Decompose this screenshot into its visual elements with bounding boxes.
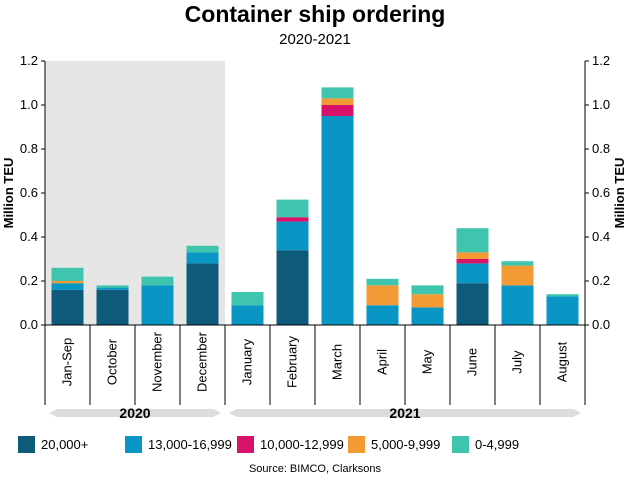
bar-june-series-3 <box>456 252 489 259</box>
legend-label-0: 20,000+ <box>41 437 88 452</box>
bar-august-series-1 <box>546 296 579 325</box>
y-tick-label-right-0: 0.0 <box>592 317 610 332</box>
chart-subtitle: 2020-2021 <box>279 31 351 48</box>
bar-jan-sep-series-4 <box>51 267 84 281</box>
bar-may-series-4 <box>411 285 444 295</box>
bar-july-series-4 <box>501 261 534 266</box>
year-label-2020: 2020 <box>119 405 150 421</box>
category-label-march: March <box>330 344 345 380</box>
bar-october-series-4 <box>96 285 129 288</box>
y-tick-label-left-0: 0.0 <box>20 317 38 332</box>
bar-december-series-4 <box>186 245 219 253</box>
bar-august-series-4 <box>546 294 579 297</box>
bar-february-series-1 <box>276 221 309 251</box>
y-tick-label-left-1: 0.2 <box>20 273 38 288</box>
legend-label-3: 5,000-9,999 <box>371 437 440 452</box>
bar-january-series-4 <box>231 292 264 306</box>
category-label-august: August <box>555 341 570 382</box>
bar-may-series-1 <box>411 307 444 325</box>
bar-october-series-0 <box>96 289 129 325</box>
bar-april-series-4 <box>366 278 399 286</box>
bar-jan-sep-series-3 <box>51 281 84 284</box>
bar-may-series-3 <box>411 294 444 308</box>
bar-march-series-4 <box>321 87 354 99</box>
bar-march-series-1 <box>321 116 354 325</box>
y-tick-label-right-1: 0.2 <box>592 273 610 288</box>
bars-layer <box>51 87 579 325</box>
bar-october-series-1 <box>96 287 129 290</box>
y-tick-label-right-4: 0.8 <box>592 141 610 156</box>
bar-june-series-2 <box>456 259 489 264</box>
bar-january-series-1 <box>231 305 264 325</box>
bar-april-series-1 <box>366 305 399 325</box>
bar-jan-sep-series-0 <box>51 289 84 325</box>
bar-june-series-4 <box>456 228 489 253</box>
bar-february-series-2 <box>276 217 309 222</box>
y-tick-label-left-2: 0.4 <box>20 229 38 244</box>
bar-february-series-0 <box>276 250 309 325</box>
category-label-february: February <box>285 335 300 388</box>
legend-label-1: 13,000-16,999 <box>148 437 232 452</box>
category-label-jan-sep: Jan-Sep <box>60 338 75 386</box>
category-label-november: November <box>150 331 165 392</box>
legend: 20,000+ 13,000-16,999 10,000-12,999 5,000-9… <box>18 436 519 453</box>
category-label-january: January <box>240 338 255 385</box>
chart-title: Container ship ordering <box>185 1 446 27</box>
bar-june-series-0 <box>456 283 489 325</box>
y-axis-label-left: Million TEU <box>1 158 16 229</box>
y-tick-label-left-3: 0.6 <box>20 185 38 200</box>
y-tick-label-left-5: 1.0 <box>20 97 38 112</box>
y-tick-label-right-3: 0.6 <box>592 185 610 200</box>
bar-july-series-1 <box>501 285 534 325</box>
category-label-may: May <box>420 349 435 374</box>
bar-june-series-1 <box>456 263 489 284</box>
bar-march-series-2 <box>321 105 354 116</box>
chart-source: Source: BIMCO, Clarksons <box>249 463 382 475</box>
year-label-2021: 2021 <box>389 405 420 421</box>
legend-label-2: 10,000-12,999 <box>260 437 344 452</box>
category-label-june: June <box>465 348 480 376</box>
bar-march-series-3 <box>321 98 354 105</box>
y-tick-label-right-5: 1.0 <box>592 97 610 112</box>
legend-swatch-0 <box>18 436 35 453</box>
legend-swatch-3 <box>348 436 365 453</box>
bar-november-series-4 <box>141 276 174 286</box>
bar-november-series-1 <box>141 285 174 325</box>
bar-december-series-1 <box>186 252 219 264</box>
bar-december-series-0 <box>186 263 219 325</box>
legend-swatch-2 <box>237 436 254 453</box>
year-band-2021 <box>229 409 581 417</box>
y-tick-label-right-6: 1.2 <box>592 53 610 68</box>
category-label-april: April <box>375 349 390 375</box>
bar-april-series-3 <box>366 285 399 306</box>
y-axis-label-right: Million TEU <box>612 158 627 229</box>
y-tick-label-right-2: 0.4 <box>592 229 610 244</box>
legend-label-4: 0-4,999 <box>475 437 519 452</box>
y-tick-label-left-6: 1.2 <box>20 53 38 68</box>
y-tick-label-left-4: 0.8 <box>20 141 38 156</box>
axes-layer: 0.0 0.0 0.2 0.2 0.4 0.4 0.6 0.6 0.8 0.8 1.0 1.0 1.2 1… <box>20 53 610 421</box>
category-label-july: July <box>510 350 525 374</box>
bar-jan-sep-series-1 <box>51 283 84 290</box>
legend-swatch-4 <box>452 436 469 453</box>
legend-swatch-1 <box>125 436 142 453</box>
bar-july-series-3 <box>501 265 534 286</box>
category-label-december: December <box>195 331 210 392</box>
bar-february-series-4 <box>276 199 309 218</box>
category-label-october: October <box>105 338 120 385</box>
year-band-2020 <box>49 409 221 417</box>
